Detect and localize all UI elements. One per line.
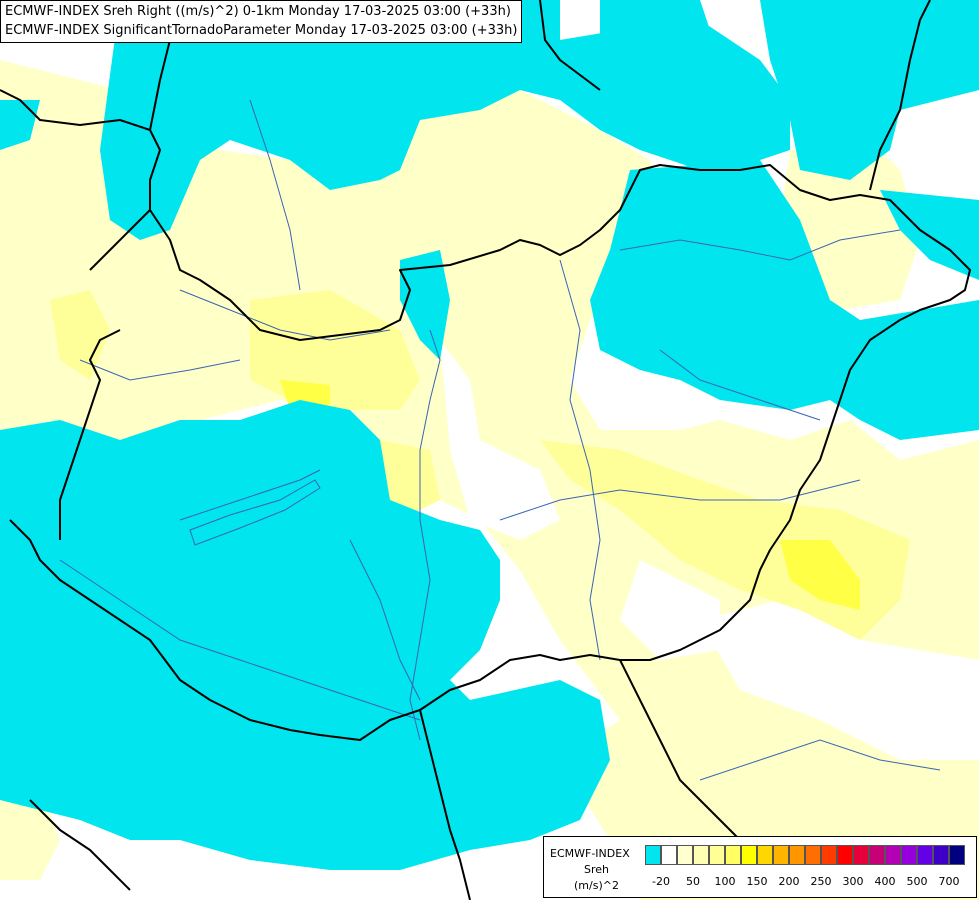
lake: [189, 479, 321, 546]
legend-tick-label: 500: [906, 875, 928, 888]
legend-swatch: [757, 845, 773, 865]
legend-swatch: [805, 845, 821, 865]
legend-swatch: [645, 845, 661, 865]
title-line-1: ECMWF-INDEX Sreh Right ((m/s)^2) 0-1km M…: [5, 4, 511, 19]
legend-tick-label: 50: [686, 875, 700, 888]
legend-swatch: [821, 845, 837, 865]
legend-swatch: [901, 845, 917, 865]
legend-tick-label: 400: [874, 875, 896, 888]
legend-swatch: [725, 845, 741, 865]
legend-tick-label: 300: [842, 875, 864, 888]
legend-unit: (m/s)^2: [574, 879, 619, 892]
legend-model: ECMWF-INDEX: [550, 847, 630, 860]
legend-swatch: [789, 845, 805, 865]
cyan-areas: [0, 0, 979, 870]
legend-swatch: [949, 845, 965, 865]
legend-tick-label: 200: [778, 875, 800, 888]
rivers: [59, 99, 941, 781]
legend-swatch: [853, 845, 869, 865]
title-line-2: ECMWF-INDEX SignificantTornadoParameter …: [5, 23, 518, 38]
legend-swatch: [869, 845, 885, 865]
legend-tick-label: -20: [652, 875, 670, 888]
legend-swatch: [885, 845, 901, 865]
legend-tick-label: 100: [714, 875, 736, 888]
legend-variable: Sreh: [584, 863, 610, 876]
legend-tick-label: 250: [810, 875, 832, 888]
legend-swatch: [917, 845, 933, 865]
white-areas: [440, 340, 979, 760]
map-titles: ECMWF-INDEX Sreh Right ((m/s)^2) 0-1km M…: [0, 0, 523, 43]
legend-swatch: [933, 845, 949, 865]
color-legend: ECMWF-INDEX Sreh (m/s)^2 -20 50 100 150 200 2…: [543, 836, 977, 898]
legend-tick-label: 700: [938, 875, 960, 888]
legend-swatch: [741, 845, 757, 865]
legend-swatch: [677, 845, 693, 865]
legend-swatch: [661, 845, 677, 865]
legend-swatch: [773, 845, 789, 865]
legend-swatch: [709, 845, 725, 865]
legend-swatch: [693, 845, 709, 865]
legend-swatch: [837, 845, 853, 865]
legend-tick-label: 150: [746, 875, 768, 888]
